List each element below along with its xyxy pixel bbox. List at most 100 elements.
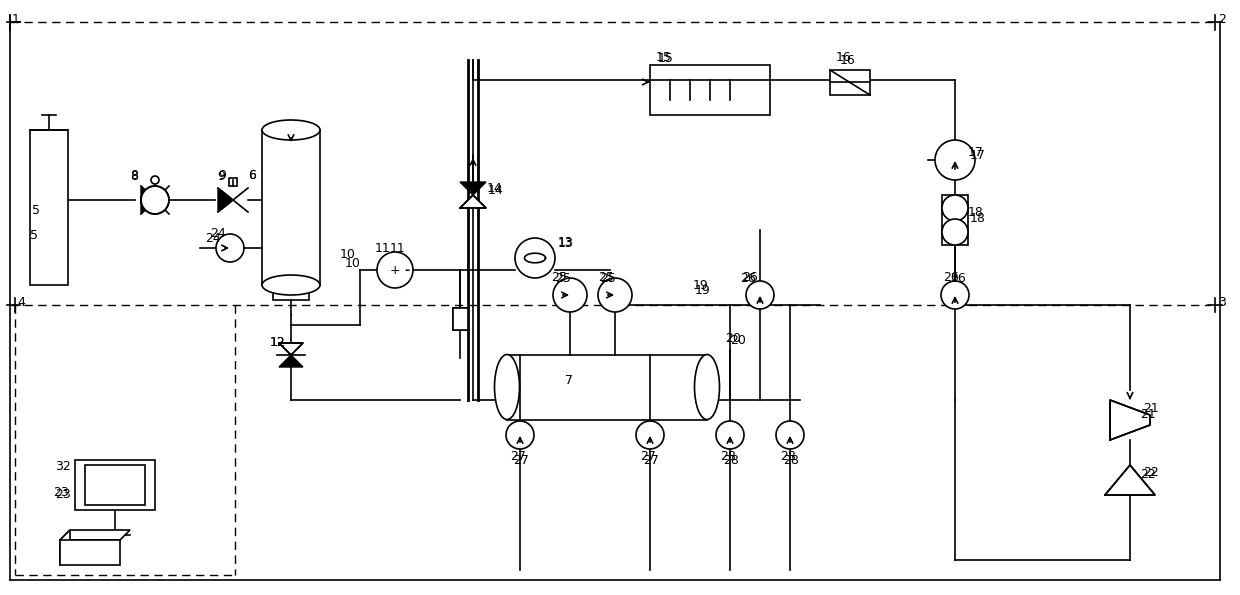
Polygon shape: [218, 188, 233, 212]
Circle shape: [776, 421, 804, 449]
Circle shape: [377, 252, 413, 288]
Bar: [942, 195, 968, 245]
Polygon shape: [233, 188, 248, 212]
Polygon shape: [460, 182, 486, 195]
Text: +: +: [389, 264, 401, 277]
Polygon shape: [60, 540, 120, 565]
Circle shape: [746, 281, 774, 309]
Circle shape: [216, 234, 244, 262]
Bar: [507, 355, 707, 420]
Circle shape: [141, 186, 169, 214]
Text: 17: 17: [970, 149, 986, 161]
Bar: [453, 308, 467, 330]
Polygon shape: [279, 343, 303, 355]
Circle shape: [941, 281, 968, 309]
Polygon shape: [141, 186, 155, 214]
Bar: [229, 178, 237, 186]
Polygon shape: [155, 186, 169, 214]
Text: 27: 27: [513, 453, 529, 466]
Text: 22: 22: [1140, 468, 1156, 481]
Text: 25: 25: [598, 271, 614, 283]
Text: 25: 25: [551, 271, 567, 283]
Text: 14: 14: [489, 183, 503, 196]
Text: 28: 28: [723, 453, 739, 466]
Text: 6: 6: [248, 168, 255, 181]
Text: 20: 20: [730, 334, 746, 346]
Text: 10: 10: [345, 256, 361, 270]
Text: 25: 25: [556, 271, 570, 284]
Text: 14: 14: [487, 181, 502, 195]
Text: 18: 18: [970, 211, 986, 224]
Text: 10: 10: [340, 248, 356, 261]
Bar: [453, 308, 467, 330]
Bar: [262, 130, 320, 285]
Text: 24: 24: [210, 227, 226, 240]
Text: 9: 9: [217, 170, 224, 183]
Polygon shape: [460, 195, 486, 208]
Circle shape: [151, 176, 159, 184]
Text: 13: 13: [558, 236, 574, 249]
Text: 1: 1: [12, 12, 20, 26]
Text: 27: 27: [640, 450, 656, 464]
Bar: [30, 130, 68, 285]
Circle shape: [942, 219, 968, 245]
Text: 25: 25: [600, 271, 616, 284]
Text: 23: 23: [55, 488, 71, 502]
Text: 28: 28: [782, 453, 799, 466]
Text: 12: 12: [270, 336, 285, 349]
Bar: [830, 70, 870, 95]
Ellipse shape: [694, 355, 719, 419]
Text: 7: 7: [565, 374, 573, 387]
Bar: [650, 65, 770, 115]
Text: 12: 12: [270, 336, 285, 349]
Text: 32: 32: [55, 459, 71, 472]
Text: 26: 26: [742, 271, 758, 283]
Text: 26: 26: [942, 271, 959, 283]
Ellipse shape: [262, 120, 320, 140]
Text: 4: 4: [17, 296, 25, 308]
Polygon shape: [1110, 400, 1149, 440]
Text: 20: 20: [725, 331, 740, 345]
Text: 9: 9: [218, 168, 226, 181]
Text: 22: 22: [1143, 465, 1158, 478]
Circle shape: [553, 278, 587, 312]
Circle shape: [506, 421, 534, 449]
Circle shape: [935, 140, 975, 180]
Text: 17: 17: [968, 146, 983, 158]
Text: -: -: [404, 264, 409, 277]
Text: 27: 27: [510, 450, 526, 464]
Polygon shape: [60, 530, 69, 565]
Text: 18: 18: [968, 205, 983, 218]
Polygon shape: [279, 355, 303, 367]
Polygon shape: [74, 460, 155, 510]
Text: 26: 26: [740, 271, 755, 284]
Text: 23: 23: [53, 486, 68, 499]
Text: 16: 16: [836, 51, 852, 64]
Ellipse shape: [262, 275, 320, 295]
Text: 26: 26: [950, 271, 966, 284]
Text: 8: 8: [130, 170, 138, 183]
Text: 19: 19: [693, 278, 709, 292]
Text: 15: 15: [658, 52, 673, 64]
Ellipse shape: [495, 355, 520, 419]
Circle shape: [598, 278, 632, 312]
Text: 11: 11: [374, 242, 391, 255]
Text: 24: 24: [205, 231, 221, 245]
Text: 27: 27: [644, 453, 658, 466]
Text: 21: 21: [1143, 402, 1158, 415]
Circle shape: [715, 421, 744, 449]
Text: 13: 13: [558, 236, 574, 249]
Circle shape: [515, 238, 556, 278]
Text: 15: 15: [656, 51, 672, 64]
Text: 3: 3: [1218, 296, 1226, 308]
Text: 16: 16: [839, 54, 856, 67]
Text: 5: 5: [32, 203, 40, 217]
Text: 6: 6: [248, 168, 255, 181]
Text: 11: 11: [391, 242, 405, 255]
Text: 21: 21: [1140, 409, 1156, 421]
Text: 5: 5: [30, 228, 38, 242]
Polygon shape: [1105, 465, 1154, 495]
Polygon shape: [60, 530, 130, 540]
Text: 2: 2: [1218, 12, 1226, 26]
Circle shape: [942, 195, 968, 221]
